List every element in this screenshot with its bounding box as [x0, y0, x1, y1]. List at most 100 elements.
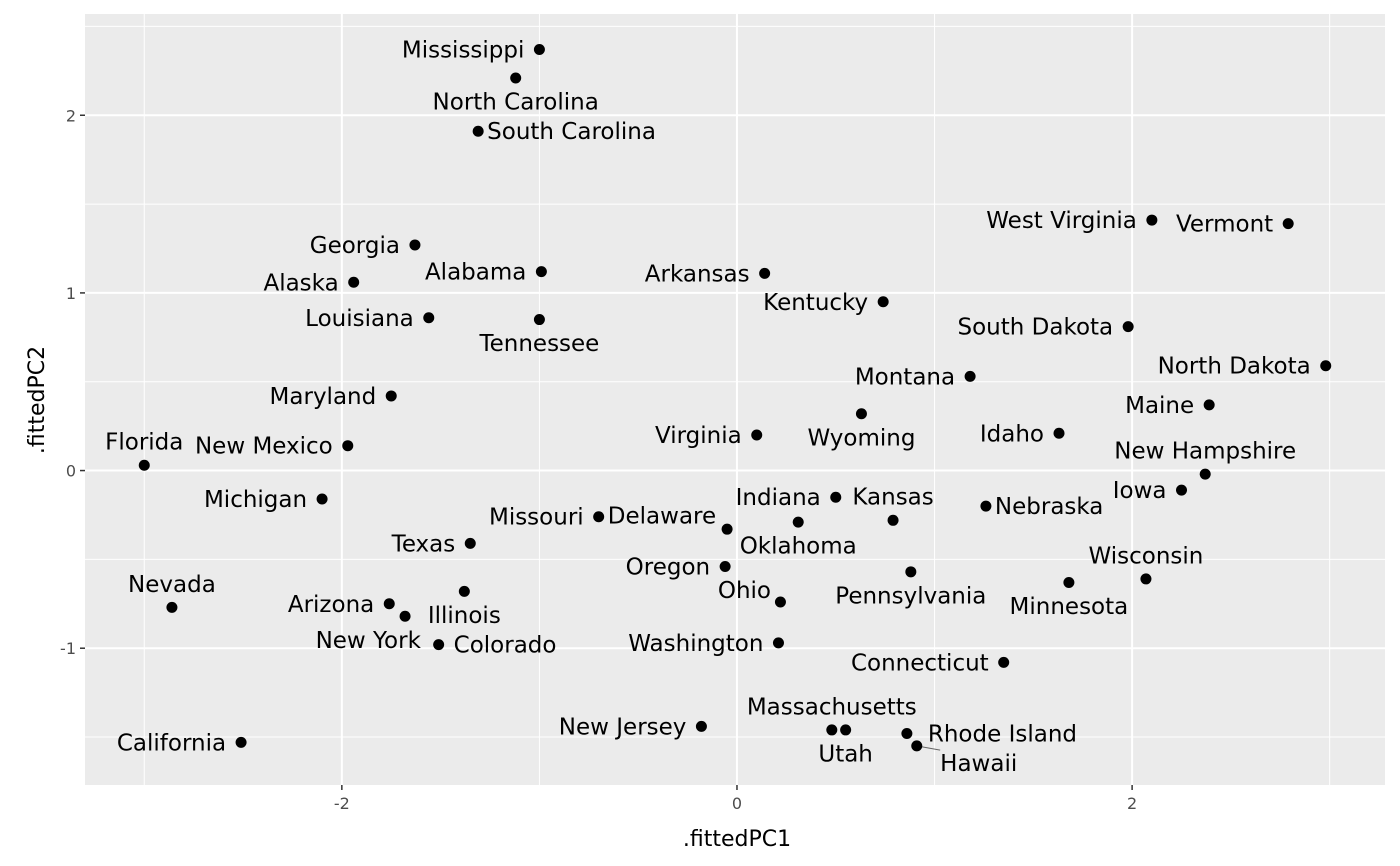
point-label: New Mexico [195, 434, 333, 460]
point-label: Utah [818, 742, 873, 768]
y-tick-label: 1 [66, 284, 76, 303]
data-point [826, 724, 838, 736]
data-point [1320, 360, 1332, 372]
data-point [1063, 576, 1075, 588]
data-point [464, 537, 476, 549]
data-point [385, 390, 397, 402]
data-point [593, 511, 605, 523]
point-label: Connecticut [851, 650, 989, 676]
data-point [772, 637, 784, 649]
data-point [1282, 218, 1294, 230]
data-point [166, 601, 178, 613]
data-point [533, 44, 545, 56]
data-point [721, 523, 733, 535]
data-point [901, 727, 913, 739]
point-label: Minnesota [1010, 594, 1129, 620]
point-label: Maine [1125, 393, 1194, 419]
x-tick-label: 0 [732, 794, 742, 813]
point-label: Oklahoma [740, 534, 857, 560]
y-tick-label: 0 [66, 462, 76, 481]
data-point [409, 239, 421, 251]
data-point [399, 610, 411, 622]
data-point [316, 493, 328, 505]
y-axis-title: .fittedPC2 [25, 346, 50, 454]
point-label: Texas [391, 531, 456, 557]
data-point [510, 72, 522, 84]
data-point [877, 296, 889, 308]
point-label: New Hampshire [1114, 439, 1296, 465]
data-point [1203, 399, 1215, 411]
data-point [533, 314, 545, 326]
point-label: Wisconsin [1089, 543, 1204, 569]
data-point [980, 500, 992, 512]
point-label: Nevada [128, 572, 216, 598]
data-point [911, 740, 923, 752]
point-label: Ohio [718, 578, 771, 604]
point-label: Vermont [1176, 212, 1273, 238]
point-label: Illinois [428, 603, 501, 629]
point-label: Louisiana [305, 306, 414, 332]
data-point [1122, 321, 1134, 333]
point-label: Missouri [489, 505, 584, 531]
data-point [472, 125, 484, 137]
data-point [830, 491, 842, 503]
point-label: Nebraska [995, 494, 1104, 520]
axes: -2 0 2 -1 0 1 2 [60, 106, 1137, 813]
point-label: Wyoming [807, 425, 915, 451]
data-point [751, 429, 763, 441]
point-label: Florida [105, 430, 183, 456]
point-label: Tennessee [478, 331, 599, 357]
point-label: Idaho [980, 421, 1044, 447]
point-label: North Dakota [1158, 354, 1311, 380]
data-point [235, 736, 247, 748]
data-point [792, 516, 804, 528]
data-point [840, 724, 852, 736]
data-point [535, 266, 547, 278]
point-label: Michigan [204, 487, 307, 513]
x-tick-label: -2 [334, 794, 350, 813]
point-label: West Virginia [986, 208, 1137, 234]
point-label: California [117, 730, 226, 756]
data-point [1176, 484, 1188, 496]
point-label: Alabama [425, 260, 526, 286]
point-label: Kansas [852, 485, 933, 511]
data-point [759, 267, 771, 279]
data-point [1146, 214, 1158, 226]
data-point [433, 639, 445, 651]
point-label: Arkansas [645, 261, 750, 287]
data-point [774, 596, 786, 608]
gridlines [85, 14, 1385, 785]
y-tick-label: -1 [60, 639, 76, 658]
point-label: Pennsylvania [835, 583, 986, 609]
point-label: Kentucky [763, 290, 868, 316]
point-label: Hawaii [940, 751, 1017, 777]
point-label: Virginia [655, 423, 742, 449]
point-label: Colorado [454, 633, 557, 659]
data-point [383, 598, 395, 610]
point-label: Montana [855, 364, 955, 390]
point-label: Rhode Island [928, 721, 1077, 747]
data-point [1199, 468, 1211, 480]
data-point [1140, 573, 1152, 585]
x-tick-label: 2 [1127, 794, 1137, 813]
data-point [855, 408, 867, 420]
data-point [458, 585, 470, 597]
point-label: Massachusetts [747, 694, 917, 720]
point-label: Indiana [736, 485, 821, 511]
point-label: New York [316, 628, 422, 654]
data-point [1053, 427, 1065, 439]
point-label: Mississippi [402, 38, 525, 64]
data-point [138, 459, 150, 471]
data-point [905, 566, 917, 578]
point-label: South Carolina [487, 119, 656, 145]
data-point [348, 276, 360, 288]
point-label: Oregon [626, 554, 710, 580]
point-label: Iowa [1113, 478, 1167, 504]
data-point [695, 720, 707, 732]
data-point [342, 440, 354, 452]
data-point [719, 560, 731, 572]
x-axis-title: .fittedPC1 [683, 827, 791, 852]
data-point [887, 514, 899, 526]
points-layer: Mississippi North Carolina South Carolina G… [105, 38, 1332, 777]
data-point [998, 656, 1010, 668]
